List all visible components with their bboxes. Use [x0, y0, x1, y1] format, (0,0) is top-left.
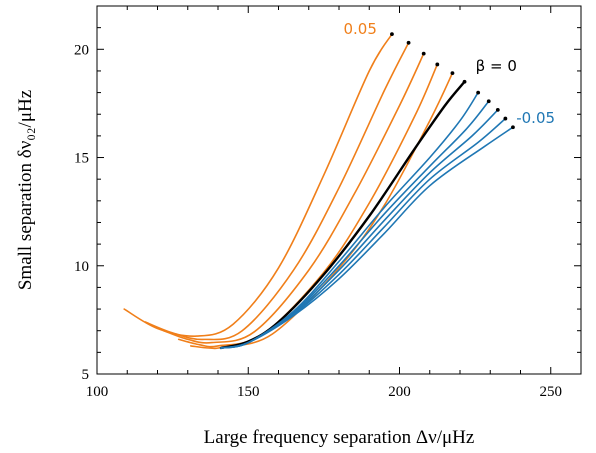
series-line-7 — [221, 93, 478, 348]
annotation-label-1: 0.05 — [343, 20, 376, 38]
y-tick-label: 5 — [82, 367, 90, 383]
annotation-label-3: -0.05 — [516, 109, 555, 127]
series-endpoint-10 — [503, 117, 507, 121]
series-line-11 — [221, 127, 513, 348]
series-endpoint-11 — [511, 125, 515, 129]
series-line-5 — [191, 73, 453, 348]
series-endpoints — [390, 32, 515, 129]
series-endpoint-9 — [496, 108, 500, 112]
x-tick-label: 100 — [86, 384, 109, 400]
y-tick-label: 10 — [74, 259, 89, 275]
x-tick-label: 200 — [388, 384, 411, 400]
series-line-2 — [145, 43, 408, 340]
series-endpoint-4 — [435, 63, 439, 67]
series-endpoint-8 — [487, 99, 491, 103]
x-tick-label: 150 — [237, 384, 260, 400]
series-endpoint-7 — [476, 91, 480, 95]
series-line-1 — [124, 34, 392, 336]
series-endpoint-2 — [407, 41, 411, 45]
series-endpoint-5 — [451, 71, 455, 75]
x-tick-label: 250 — [540, 384, 563, 400]
y-axis-title: Small separation δν₀₂/μHz — [15, 90, 36, 290]
y-tick-label: 20 — [74, 42, 89, 58]
y-tick-label: 15 — [74, 151, 89, 167]
series-endpoint-3 — [422, 52, 426, 56]
series-line-8 — [221, 101, 489, 348]
x-axis-title: Large frequency separation Δν/μHz — [204, 427, 475, 448]
series-line-3 — [164, 54, 424, 343]
series-endpoint-1 — [390, 32, 394, 36]
series-endpoint-6 — [463, 80, 467, 84]
annotation-label-2: β = 0 — [476, 57, 517, 75]
series-lines — [124, 34, 513, 348]
